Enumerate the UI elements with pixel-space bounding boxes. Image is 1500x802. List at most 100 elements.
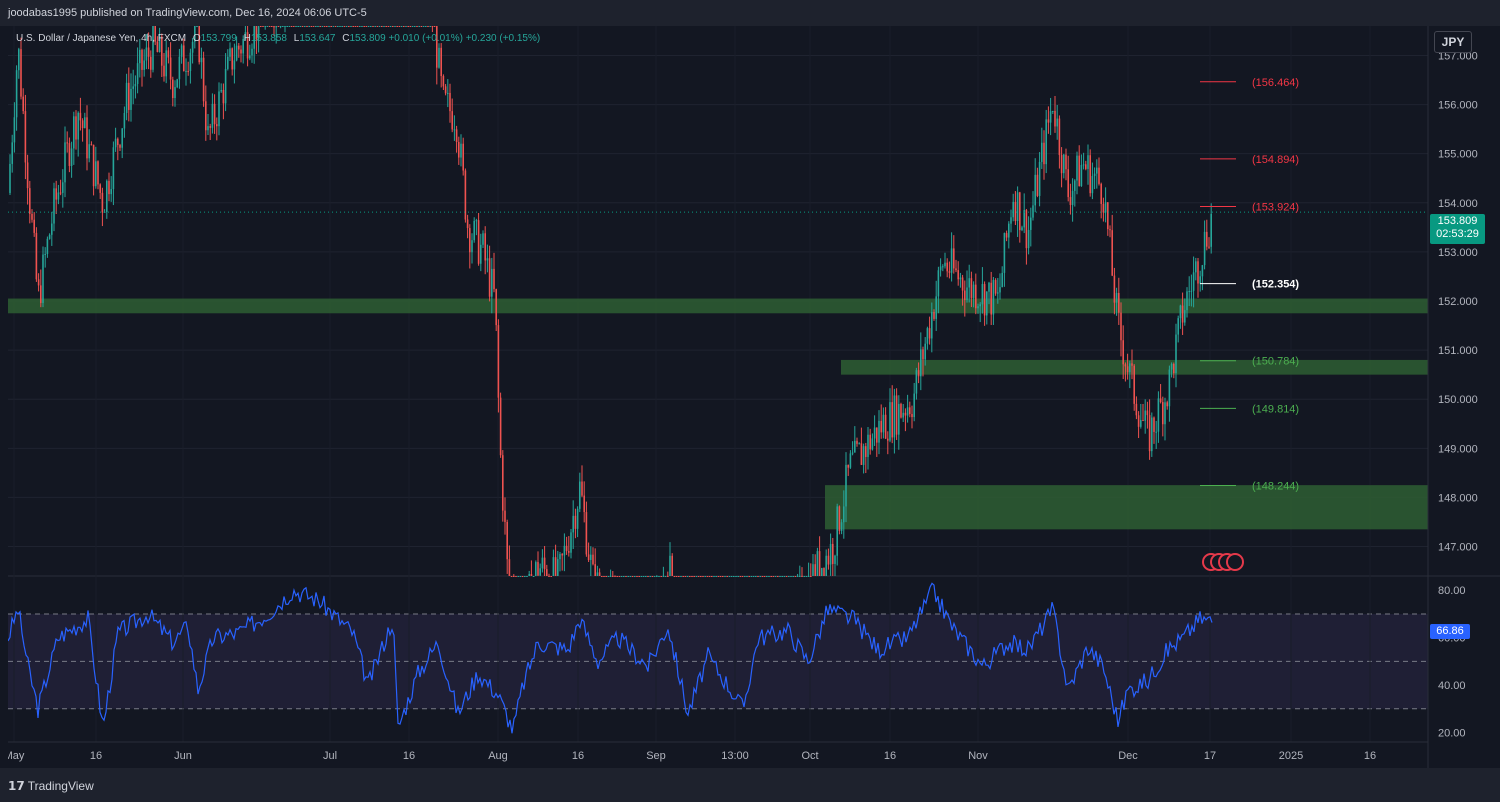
candle-body bbox=[266, 26, 269, 27]
candle-body bbox=[961, 277, 964, 291]
candle-body bbox=[310, 26, 313, 27]
candle-body bbox=[906, 407, 909, 416]
candle-body bbox=[1074, 180, 1076, 191]
candle-body bbox=[801, 576, 803, 577]
candle-body bbox=[583, 495, 585, 513]
candle-body bbox=[1190, 290, 1193, 292]
candle-body bbox=[334, 26, 337, 27]
candle-body bbox=[1049, 111, 1052, 123]
candle-body bbox=[959, 277, 962, 280]
candle-body bbox=[884, 414, 887, 439]
candle-body bbox=[627, 576, 629, 577]
candle-body bbox=[1096, 167, 1098, 174]
candle-body bbox=[948, 271, 951, 273]
candle-body bbox=[1027, 229, 1030, 249]
candle-body bbox=[112, 147, 115, 190]
candle-body bbox=[843, 506, 845, 523]
candle-body bbox=[836, 506, 838, 556]
candle-body bbox=[176, 79, 178, 88]
candle-body bbox=[253, 26, 255, 49]
candle-body bbox=[1197, 261, 1199, 284]
candle-body bbox=[913, 393, 915, 418]
candle-body bbox=[101, 192, 104, 213]
candle-body bbox=[937, 270, 940, 297]
candle-body bbox=[647, 576, 649, 577]
candle-body bbox=[904, 412, 907, 416]
candle-body bbox=[975, 284, 977, 309]
candle-body bbox=[308, 26, 310, 27]
currency-button[interactable]: JPY bbox=[1434, 31, 1472, 53]
candle-body bbox=[372, 26, 374, 27]
time-tick-label: 16 bbox=[884, 750, 896, 762]
candle-body bbox=[370, 26, 372, 27]
candle-body bbox=[865, 446, 867, 457]
candle-body bbox=[180, 45, 183, 57]
candle-body bbox=[420, 26, 423, 27]
candle-body bbox=[1058, 118, 1061, 156]
candle-body bbox=[339, 26, 341, 27]
candle-body bbox=[1041, 142, 1043, 162]
candle-body bbox=[282, 26, 284, 27]
candle-body bbox=[389, 26, 392, 27]
candle-body bbox=[1168, 369, 1171, 407]
candle-body bbox=[737, 576, 739, 577]
candle-body bbox=[568, 551, 570, 553]
candle-body bbox=[246, 32, 249, 59]
candle-body bbox=[1133, 365, 1135, 404]
symbol-title: U.S. Dollar / Japanese Yen, 4h, FXCM bbox=[16, 33, 187, 44]
time-tick-label: 16 bbox=[1364, 750, 1376, 762]
candle-body bbox=[64, 142, 66, 183]
candle-body bbox=[1069, 197, 1072, 205]
candle-body bbox=[90, 144, 93, 146]
publisher-bar: joodabas1995 published on TradingView.co… bbox=[0, 0, 1500, 26]
candle-body bbox=[532, 576, 535, 577]
candle-body bbox=[1025, 210, 1028, 249]
candle-body bbox=[1093, 173, 1096, 176]
tradingview-logo[interactable]: 𝟭𝟳 TradingView bbox=[8, 779, 94, 793]
candle-body bbox=[1087, 155, 1089, 169]
candle-body bbox=[1184, 310, 1186, 323]
candle-body bbox=[328, 26, 330, 27]
candle-body bbox=[20, 49, 22, 97]
candle-body bbox=[530, 574, 533, 576]
candle-body bbox=[1113, 275, 1116, 303]
candle-body bbox=[427, 26, 429, 27]
candle-body bbox=[790, 576, 792, 577]
last-price-badge: 153.809 02:53:29 bbox=[1430, 214, 1485, 244]
candle-body bbox=[88, 144, 90, 159]
candle-body bbox=[825, 555, 827, 576]
candle-body bbox=[693, 576, 695, 577]
candle-body bbox=[66, 142, 68, 144]
candle-body bbox=[95, 161, 97, 187]
candle-body bbox=[84, 117, 86, 129]
candle-body bbox=[849, 453, 852, 468]
candle-body bbox=[660, 576, 662, 577]
candle-body bbox=[1016, 192, 1019, 222]
candle-body bbox=[442, 76, 445, 87]
candle-body bbox=[37, 279, 40, 286]
candle-body bbox=[46, 238, 49, 255]
candle-body bbox=[473, 220, 475, 241]
candle-body bbox=[1186, 291, 1188, 311]
candle-body bbox=[1034, 174, 1036, 206]
fib-level-label: (148.244) bbox=[1252, 480, 1299, 492]
time-tick-label: Nov bbox=[968, 750, 988, 762]
candle-body bbox=[191, 41, 194, 53]
candle-body bbox=[317, 26, 319, 27]
candle-body bbox=[871, 438, 874, 450]
candle-body bbox=[640, 576, 643, 577]
candle-body bbox=[717, 576, 720, 577]
candle-body bbox=[1203, 231, 1206, 266]
candle-body bbox=[838, 506, 841, 531]
price-chart[interactable]: (156.464) (154.894) (153.924) (152.354) (150… bbox=[8, 26, 1500, 768]
chart-frame[interactable]: (156.464) (154.894) (153.924) (152.354) (150… bbox=[8, 26, 1500, 768]
candle-body bbox=[631, 576, 634, 577]
candle-body bbox=[1019, 192, 1021, 231]
candle-body bbox=[200, 57, 203, 63]
candle-body bbox=[264, 26, 266, 27]
candle-body bbox=[491, 268, 493, 297]
candle-body bbox=[220, 89, 222, 92]
candle-body bbox=[44, 254, 46, 256]
candle-body bbox=[847, 464, 849, 468]
candle-body bbox=[924, 343, 926, 360]
